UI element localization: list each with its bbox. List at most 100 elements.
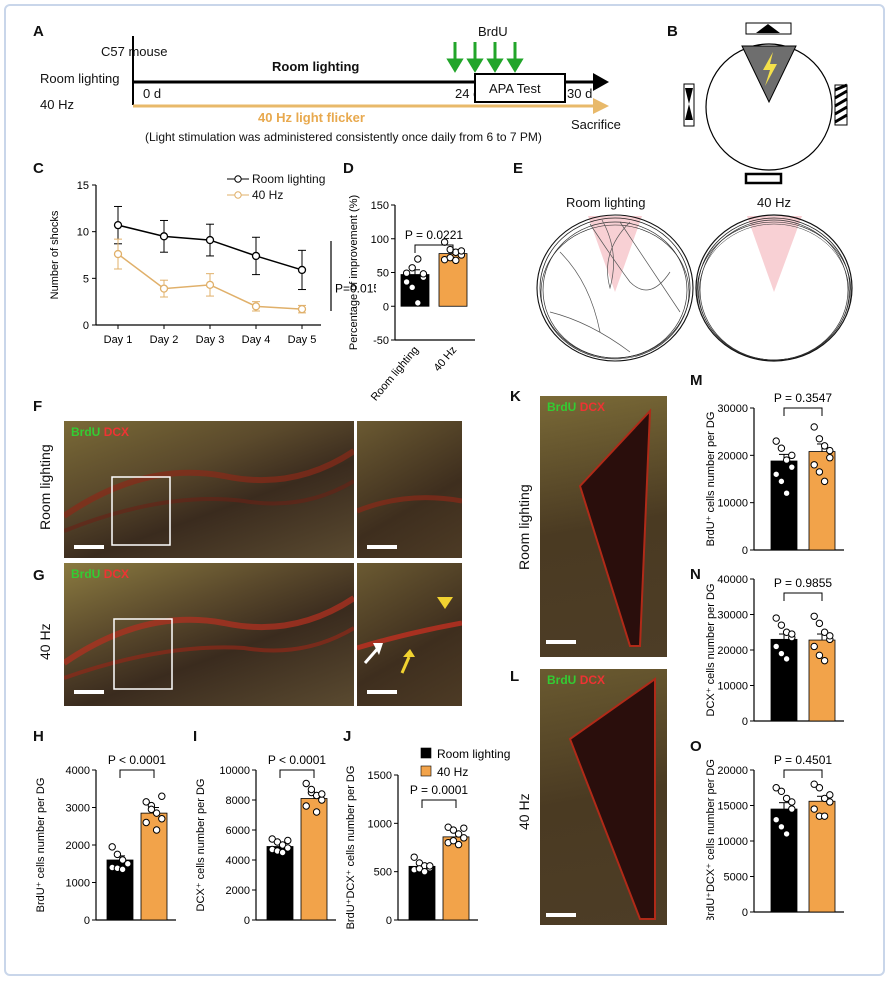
chart-m-tick-label: 20000 (717, 450, 748, 462)
chart-h-pvalue: P < 0.0001 (108, 753, 166, 767)
chart-m-point (815, 468, 824, 476)
chart-d-point (408, 283, 416, 292)
chart-n-point (820, 628, 829, 636)
micro-k-label: BrdU DCX (547, 400, 606, 414)
chart-m-point (782, 489, 791, 497)
chart-j-point (449, 826, 458, 834)
lightning-icon (763, 52, 777, 86)
chart-n-tick-label: 0 (742, 716, 748, 728)
flicker-arrowhead (593, 98, 609, 114)
chart-i-point (318, 790, 326, 798)
chart-o-point (826, 791, 834, 799)
chart-n-point (772, 614, 780, 622)
micrograph-k: BrdU DCX (540, 396, 667, 657)
panel-letter-l: L (510, 668, 520, 685)
legend-c-hz-marker (234, 191, 242, 199)
micro-f-label: BrdU DCX (71, 425, 130, 439)
chart-n-pvalue: P = 0.9855 (774, 576, 832, 590)
timeline-diagram (132, 36, 609, 114)
chart-d-tick-label: 50 (377, 268, 389, 280)
panel-letter-i: I (193, 728, 198, 745)
chart-n-point (777, 649, 786, 658)
chart-n-point (826, 632, 834, 640)
panel-letter-j: J (343, 728, 352, 745)
chart-d-bracket (414, 244, 454, 253)
chart-o-point (810, 805, 818, 813)
chart-h-tick-label: 2000 (66, 840, 90, 852)
chart-n-point (820, 656, 829, 665)
chart-c-series-1-point (251, 302, 261, 311)
chart-o-point (810, 780, 818, 788)
chart-d-tick-label: 150 (371, 200, 389, 212)
micro-g-label: BrdU DCX (71, 567, 130, 581)
chart-c-xtick-label: Day 5 (288, 334, 317, 346)
chart-o-point (826, 798, 834, 806)
chart-c-series-0-point (205, 235, 215, 245)
chart-m-point (777, 477, 786, 486)
track-room-zone (588, 216, 642, 292)
chart-j-point (410, 853, 418, 861)
chart-m-tick-label: 10000 (717, 498, 748, 510)
brdu-arrows (446, 42, 524, 73)
inset-box-g (113, 618, 173, 690)
chart-n-bar (808, 639, 836, 722)
chart-c-tick-label: 10 (77, 227, 89, 239)
apa-box (474, 73, 566, 103)
chart-o-ylabel: BrdU⁺DCX⁺ cells number per DG (705, 759, 717, 920)
chart-j-tick-label: 1500 (368, 770, 392, 782)
chart-h-bracket (119, 769, 155, 778)
chart-c-series-1-point (297, 304, 307, 314)
chart-h-point (142, 818, 150, 827)
cue-left-hourglass (685, 88, 693, 120)
chart-j-pvalue: P = 0.0001 (410, 783, 468, 797)
panel-letter-m: M (690, 372, 703, 389)
scale-bar-f (74, 545, 104, 549)
chart-o-point (777, 787, 786, 795)
track-hz-label: 40 Hz (757, 195, 791, 210)
track-room-paths (549, 219, 681, 353)
chart-d-point (414, 255, 422, 263)
chart-i-point (302, 802, 310, 810)
chart-d-point (457, 247, 466, 255)
legend-c-markers (227, 175, 249, 199)
chart-c-tick-label: 5 (83, 273, 89, 285)
chart-j-tick-label: 1000 (368, 818, 392, 830)
chart-i-bracket (279, 769, 315, 778)
chart-d-ylabel: Percentage of improvement (%) (348, 195, 360, 350)
chart-m-bracket (783, 407, 823, 416)
chart-h-ylabel: BrdU⁺ cells number per DG (36, 778, 47, 913)
chart-d-pvalue: P = 0.0221 (405, 228, 463, 242)
track-room-label: Room lighting (566, 195, 646, 210)
inset-box-f (111, 476, 171, 546)
arena-circle (705, 43, 833, 171)
chart-o-tick-label: 20000 (717, 765, 748, 777)
chart-d-point (452, 256, 460, 265)
chart-j-legend-label: 40 Hz (437, 765, 468, 779)
chart-m-point (772, 437, 780, 445)
chart-n-tick-label: 10000 (717, 681, 748, 693)
panel-letter-k: K (510, 388, 521, 405)
chart-c-pvalue: P=0.0159 (335, 282, 376, 296)
chart-n-point (810, 642, 818, 651)
chart-c-xtick-label: Day 3 (196, 334, 225, 346)
chart-n-tick-label: 20000 (717, 645, 748, 657)
figure-frame (4, 4, 885, 976)
chart-m-point (788, 451, 796, 460)
chart-c-series-0-point (251, 251, 261, 261)
chart-j-point (454, 830, 463, 838)
chart-c-series-0-point (113, 220, 123, 230)
chart-n: 0 10000 20000 30000 40000 P = 0.9855 DCX⁺ cell… (705, 574, 844, 728)
light-note: (Light stimulation was administered cons… (145, 130, 542, 144)
chart-h-tick-label: 3000 (66, 803, 90, 815)
micrograph-l-texture (568, 677, 656, 920)
chart-c-ylabel: Number of shocks (49, 210, 61, 299)
chart-i-point (318, 796, 326, 804)
sacrifice-label: Sacrifice (571, 117, 621, 132)
micrograph-f-main: BrdU DCX (64, 421, 354, 558)
micrograph-g-texture (64, 595, 354, 690)
chart-d-point (408, 264, 416, 272)
chart-n-tick-label: 30000 (717, 610, 748, 622)
chart-m-tick-label: 0 (742, 545, 748, 557)
chart-i-point (312, 808, 321, 816)
hz-row-label: 40 Hz (40, 97, 74, 112)
